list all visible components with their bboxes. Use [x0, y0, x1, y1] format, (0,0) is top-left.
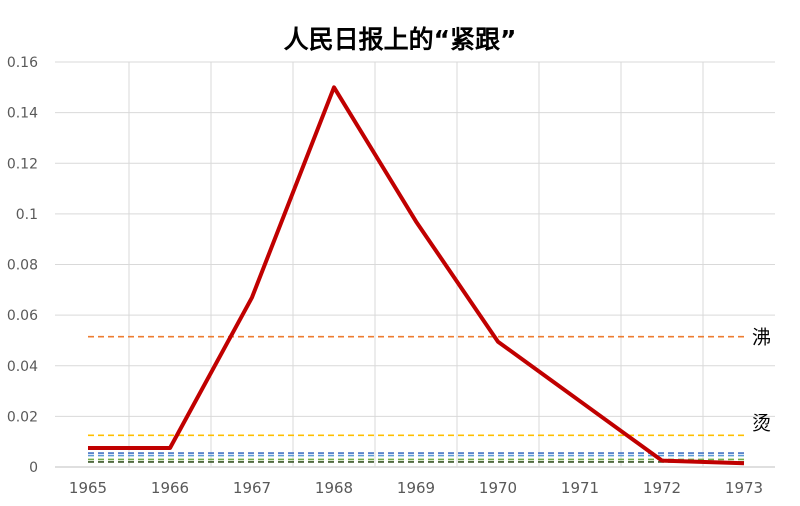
y-axis: 0 0.02 0.04 0.06 0.08 0.1 0.12 0.14 0.16	[7, 55, 38, 476]
x-tick-label: 1967	[233, 479, 271, 497]
y-tick-label: 0.08	[7, 258, 38, 274]
y-tick-label: 0.02	[7, 409, 38, 425]
x-axis: 1965 1966 1967 1968 1969 1970 1971 1972 1973	[69, 479, 763, 497]
reference-line-label: 沸	[752, 327, 771, 349]
reference-line-label: 烫	[752, 412, 771, 434]
x-tick-label: 1969	[397, 479, 435, 497]
y-tick-label: 0.04	[7, 359, 38, 375]
series-layer	[87, 85, 745, 466]
y-tick-label: 0.1	[16, 207, 38, 223]
y-tick-label: 0.12	[7, 156, 38, 172]
x-tick-label: 1970	[479, 479, 517, 497]
x-tick-label: 1966	[151, 479, 189, 497]
x-tick-label: 1968	[315, 479, 353, 497]
gridlines	[55, 61, 775, 468]
x-tick-label: 1971	[561, 479, 599, 497]
y-tick-label: 0.14	[7, 106, 38, 122]
x-tick-label: 1972	[643, 479, 681, 497]
series-line	[88, 85, 745, 466]
y-tick-label: 0	[29, 460, 38, 476]
reference-lines: 沸烫	[88, 327, 771, 463]
x-tick-label: 1965	[69, 479, 107, 497]
x-tick-label: 1973	[725, 479, 763, 497]
chart-title: 人民日报上的“紧跟”	[284, 25, 517, 54]
y-tick-label: 0.16	[7, 55, 38, 71]
y-tick-label: 0.06	[7, 308, 38, 324]
